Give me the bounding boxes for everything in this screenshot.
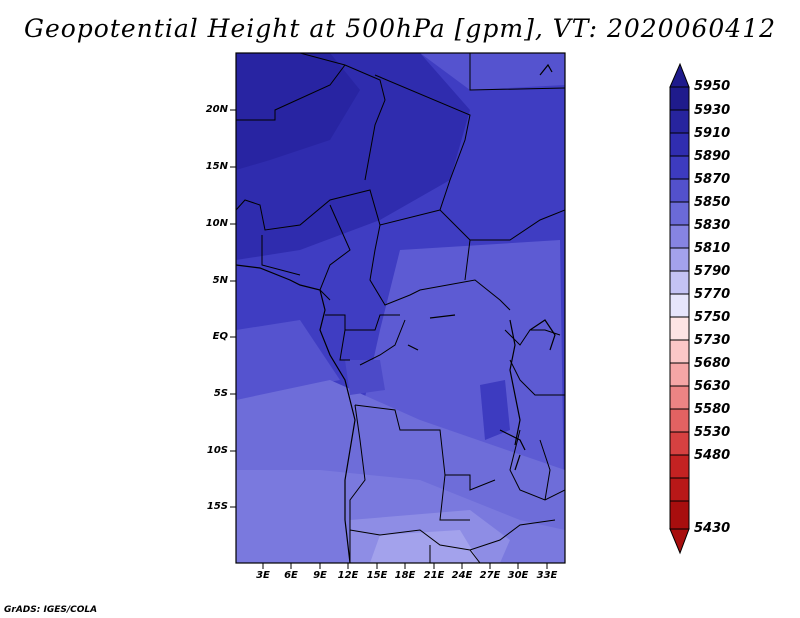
colorbar-swatch xyxy=(669,270,690,295)
colorbar-label: 5790 xyxy=(694,264,731,279)
country-borders xyxy=(236,53,565,563)
lat-tick-label: 20N xyxy=(205,104,228,115)
footer-credit: GrADS: IGES/COLA xyxy=(4,605,98,615)
colorbar-swatch xyxy=(669,477,690,502)
colorbar-label: 5730 xyxy=(694,333,731,348)
colorbar-label: 5770 xyxy=(694,287,731,302)
colorbar-swatch xyxy=(669,247,690,272)
map-frame xyxy=(235,52,566,564)
lon-tick-label: 6E xyxy=(284,570,298,581)
colorbar-label: 5890 xyxy=(694,149,731,164)
lon-tick-label: 27E xyxy=(479,570,501,581)
colorbar-label: 5830 xyxy=(694,218,731,233)
lat-tick-label: 15S xyxy=(206,501,228,512)
colorbar-swatch xyxy=(669,201,690,226)
colorbar-label: 5950 xyxy=(694,79,731,94)
colorbar-label: 5870 xyxy=(694,172,731,187)
lon-tick-label: 30E xyxy=(507,570,529,581)
colorbar-label: 5480 xyxy=(694,448,731,463)
lon-tick-label: 15E xyxy=(366,570,388,581)
colorbar-label: 5930 xyxy=(694,103,731,118)
colorbar-swatch xyxy=(669,132,690,157)
colorbar-swatch xyxy=(669,293,690,318)
colorbar-label: 5530 xyxy=(694,425,731,440)
colorbar-swatch xyxy=(669,109,690,134)
colorbar-label: 5910 xyxy=(694,126,731,141)
colorbar-label: 5750 xyxy=(694,310,731,325)
coastlines xyxy=(236,63,556,563)
lat-tick-label: 10N xyxy=(205,218,228,229)
colorbar-top-arrow xyxy=(669,62,690,88)
colorbar-bottom-arrow xyxy=(669,528,690,555)
colorbar-swatch xyxy=(669,178,690,203)
colorbar-swatch xyxy=(669,316,690,341)
height-field xyxy=(236,53,565,563)
lon-tick-label: 21E xyxy=(423,570,445,581)
colorbar-swatch xyxy=(669,362,690,387)
lat-tick-label: 10S xyxy=(206,445,228,456)
colorbar-swatch xyxy=(669,224,690,249)
lat-tick-label: EQ xyxy=(212,331,228,342)
colorbar-swatch xyxy=(669,385,690,410)
lat-tick-label: 5N xyxy=(212,275,228,286)
colorbar-label: 5580 xyxy=(694,402,731,417)
colorbar-swatch xyxy=(669,155,690,180)
lon-tick-label: 3E xyxy=(256,570,270,581)
colorbar-label: 5850 xyxy=(694,195,731,210)
lat-tick-label: 15N xyxy=(205,161,228,172)
lon-tick-label: 9E xyxy=(313,570,327,581)
colorbar-swatch xyxy=(669,500,690,530)
colorbar-swatch xyxy=(669,408,690,433)
colorbar-swatch xyxy=(669,431,690,456)
lat-tick-label: 5S xyxy=(213,388,228,399)
colorbar xyxy=(669,62,690,555)
map-title: Geopotential Height at 500hPa [gpm], VT:… xyxy=(23,14,777,43)
lon-tick-label: 18E xyxy=(394,570,416,581)
colorbar-label: 5810 xyxy=(694,241,731,256)
colorbar-swatch xyxy=(669,454,690,479)
colorbar-label: 5680 xyxy=(694,356,731,371)
colorbar-swatch xyxy=(669,86,690,111)
lon-tick-label: 12E xyxy=(337,570,359,581)
colorbar-swatch xyxy=(669,339,690,364)
lon-tick-label: 33E xyxy=(536,570,558,581)
axis-ticks xyxy=(230,109,548,569)
lon-tick-label: 24E xyxy=(451,570,473,581)
colorbar-label: 5430 xyxy=(694,521,731,536)
colorbar-label: 5630 xyxy=(694,379,731,394)
